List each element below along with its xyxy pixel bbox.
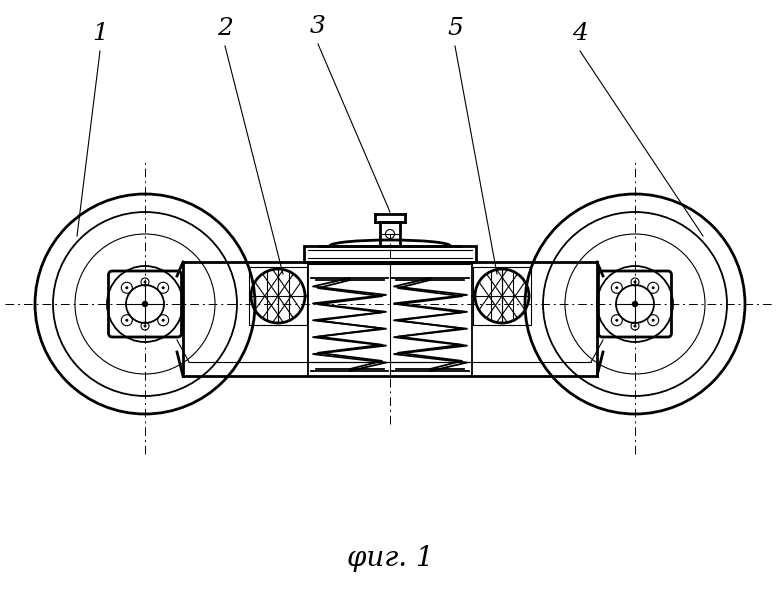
Circle shape: [161, 286, 165, 289]
Circle shape: [615, 319, 619, 322]
Circle shape: [144, 280, 147, 283]
Bar: [473, 267, 531, 325]
Text: φиг. 1: φиг. 1: [346, 545, 434, 573]
Circle shape: [144, 324, 147, 327]
Bar: [304, 246, 476, 262]
Circle shape: [161, 319, 165, 322]
Circle shape: [143, 302, 147, 307]
Circle shape: [633, 324, 636, 327]
Text: 4: 4: [572, 22, 588, 45]
Bar: [249, 267, 307, 325]
Circle shape: [652, 319, 654, 322]
Circle shape: [633, 302, 637, 307]
Text: 5: 5: [447, 17, 463, 40]
Circle shape: [126, 319, 128, 322]
Circle shape: [126, 286, 128, 289]
Circle shape: [633, 280, 636, 283]
Text: 3: 3: [310, 15, 326, 38]
Text: 2: 2: [217, 17, 233, 40]
Circle shape: [615, 286, 619, 289]
Text: 1: 1: [92, 22, 108, 45]
Circle shape: [652, 286, 654, 289]
